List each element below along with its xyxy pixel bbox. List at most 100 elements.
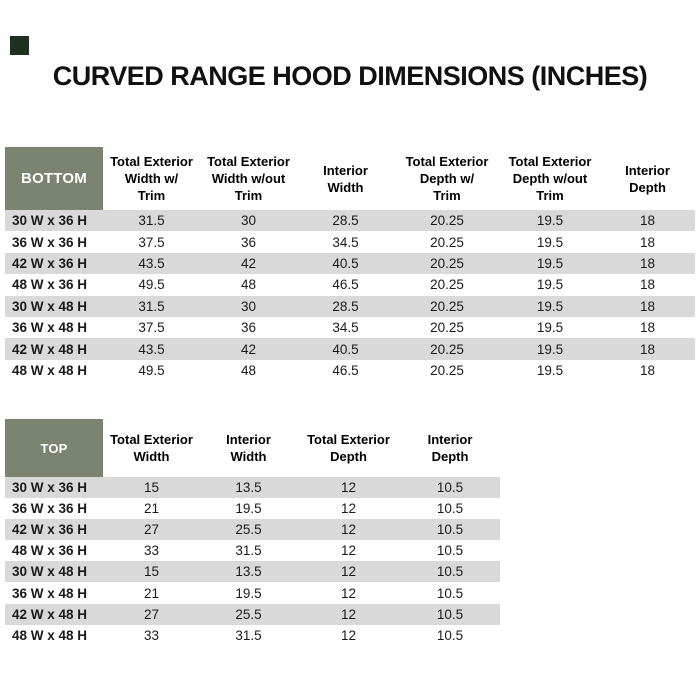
page-title: CURVED RANGE HOOD DIMENSIONS (INCHES) [52,61,648,91]
dimension-value: 10.5 [400,519,500,541]
table-row: 36 W x 36 H 37.5 36 34.5 20.25 19.5 18 [5,231,695,253]
table-row: 42 W x 48 H 27 25.5 12 10.5 [5,603,500,625]
dimension-value: 12 [297,624,400,646]
dimension-value: 42 [200,252,297,275]
row-label: 48 W x 36 H [5,540,103,562]
column-header: Total Exterior Depth [297,419,400,477]
dimension-value: 30 [200,210,297,232]
table-row: 30 W x 36 H 31.5 30 28.5 20.25 19.5 18 [5,210,695,232]
table-row: 48 W x 48 H 49.5 48 46.5 20.25 19.5 18 [5,359,695,382]
top-header-row: TOP Total Exterior Width Interior Width … [5,419,500,477]
row-label: 30 W x 36 H [5,210,103,232]
dimension-value: 42 [200,338,297,360]
dimension-value: 20.25 [394,338,500,360]
dimension-value: 31.5 [200,540,297,562]
dimension-value: 28.5 [297,210,394,232]
dimension-value: 40.5 [297,252,394,275]
table-row: 36 W x 48 H 21 19.5 12 10.5 [5,582,500,604]
table-row: 48 W x 48 H 33 31.5 12 10.5 [5,624,500,646]
row-label: 42 W x 36 H [5,519,103,541]
dimension-value: 13.5 [200,477,297,499]
column-header: Total Exterior Width [103,419,200,477]
dimension-value: 46.5 [297,274,394,296]
table-row: 48 W x 36 H 49.5 48 46.5 20.25 19.5 18 [5,274,695,296]
dimension-value: 30 [200,295,297,317]
dimension-value: 49.5 [103,359,200,382]
dimension-value: 18 [600,252,695,275]
column-header: Interior Width [297,147,394,210]
row-label: 48 W x 48 H [5,624,103,646]
dimension-value: 18 [600,210,695,232]
dimension-value: 21 [103,582,200,604]
column-header: Interior Width [200,419,297,477]
dimension-value: 12 [297,603,400,625]
dimension-value: 19.5 [200,582,297,604]
dimension-value: 37.5 [103,316,200,339]
dimension-value: 19.5 [500,231,600,253]
dimension-value: 43.5 [103,338,200,360]
table-row: 30 W x 48 H 15 13.5 12 10.5 [5,561,500,583]
dimension-value: 19.5 [500,316,600,339]
table-row: 36 W x 48 H 37.5 36 34.5 20.25 19.5 18 [5,316,695,339]
dimension-value: 19.5 [500,210,600,232]
dimension-value: 15 [103,561,200,583]
dimension-value: 49.5 [103,274,200,296]
table-row: 30 W x 36 H 15 13.5 12 10.5 [5,477,500,499]
dimension-value: 12 [297,519,400,541]
row-label: 48 W x 36 H [5,274,103,296]
dimension-value: 31.5 [103,295,200,317]
dimension-value: 28.5 [297,295,394,317]
dimension-value: 12 [297,561,400,583]
row-label: 30 W x 36 H [5,477,103,499]
column-header: Interior Depth [600,147,695,210]
dimension-value: 43.5 [103,252,200,275]
dimension-value: 10.5 [400,582,500,604]
dimension-value: 33 [103,540,200,562]
dimension-value: 21 [103,498,200,520]
dimension-value: 46.5 [297,359,394,382]
dimension-value: 19.5 [500,338,600,360]
dimension-value: 48 [200,274,297,296]
column-header: Total Exterior Width w/ Trim [103,147,200,210]
dimension-value: 25.5 [200,603,297,625]
dark-green-color-swatch [10,36,29,55]
dimension-value: 20.25 [394,295,500,317]
dimension-value: 19.5 [500,295,600,317]
table-row: 42 W x 36 H 43.5 42 40.5 20.25 19.5 18 [5,252,695,275]
dimension-value: 27 [103,603,200,625]
dimension-value: 12 [297,477,400,499]
table-row: 48 W x 36 H 33 31.5 12 10.5 [5,540,500,562]
dimension-value: 36 [200,316,297,339]
dimension-value: 18 [600,359,695,382]
column-header: Interior Depth [400,419,500,477]
row-label: 36 W x 48 H [5,582,103,604]
dimension-value: 19.5 [500,252,600,275]
dimension-value: 25.5 [200,519,297,541]
table-row: 36 W x 36 H 21 19.5 12 10.5 [5,498,500,520]
column-header: Total Exterior Depth w/ Trim [394,147,500,210]
dimension-value: 20.25 [394,316,500,339]
table-row: 42 W x 36 H 27 25.5 12 10.5 [5,519,500,541]
dimension-value: 15 [103,477,200,499]
dimension-value: 18 [600,274,695,296]
dimension-value: 36 [200,231,297,253]
row-label: 42 W x 48 H [5,338,103,360]
row-label: 42 W x 36 H [5,252,103,275]
top-dimensions-table: TOP Total Exterior Width Interior Width … [5,419,500,646]
dimension-value: 37.5 [103,231,200,253]
dimension-value: 20.25 [394,210,500,232]
dimension-value: 19.5 [200,498,297,520]
dimension-value: 10.5 [400,561,500,583]
dimension-value: 18 [600,316,695,339]
dimension-value: 12 [297,498,400,520]
dimension-value: 10.5 [400,498,500,520]
dimension-value: 27 [103,519,200,541]
column-header: Total Exterior Depth w/out Trim [500,147,600,210]
row-label: 36 W x 36 H [5,498,103,520]
dimension-value: 13.5 [200,561,297,583]
top-table-label: TOP [5,419,103,477]
dimension-value: 34.5 [297,316,394,339]
dimension-value: 33 [103,624,200,646]
dimension-value: 20.25 [394,252,500,275]
dimension-value: 34.5 [297,231,394,253]
